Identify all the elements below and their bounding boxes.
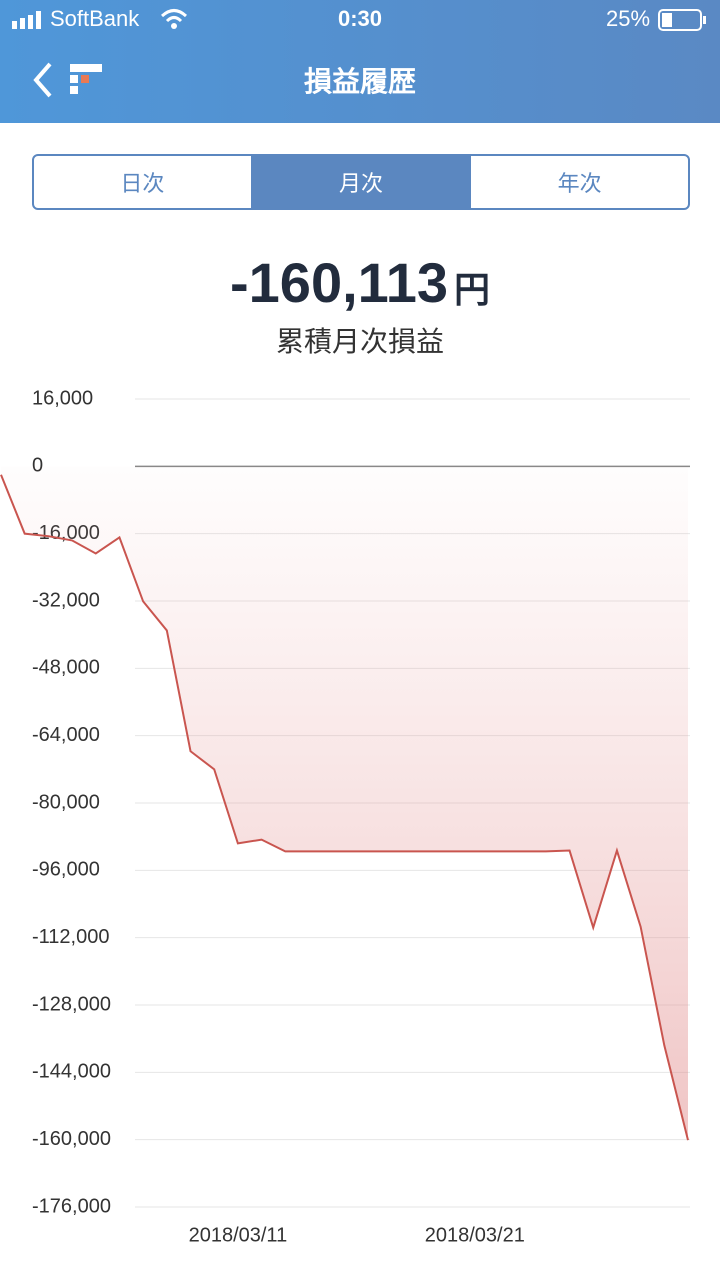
x-tick-label: 2018/03/11: [189, 1224, 288, 1246]
carrier: SoftBank: [50, 6, 140, 31]
signal-icon: [12, 11, 41, 29]
summary: -160,113 円: [0, 250, 720, 315]
y-tick-label: -16,000: [32, 522, 100, 544]
y-tick-label: -80,000: [32, 791, 100, 813]
top-bar: SoftBank 0:30 25% 損益履歴: [0, 0, 720, 123]
y-tick-label: -176,000: [32, 1195, 111, 1217]
battery-icon: [658, 9, 706, 31]
time: 0:30: [337, 6, 383, 31]
y-tick-label: -64,000: [32, 724, 100, 746]
y-tick-label: 16,000: [32, 387, 93, 409]
y-tick-label: -144,000: [32, 1061, 111, 1083]
tabs: 日次 月次 年次: [32, 154, 690, 210]
y-tick-label: -48,000: [32, 657, 100, 679]
tab[interactable]: 月次: [250, 156, 470, 208]
battery-text: 25%: [606, 6, 651, 31]
line: [0, 474, 689, 1141]
tab[interactable]: 日次: [120, 171, 165, 196]
summary-unit: 円: [453, 269, 490, 310]
y-tick-label: -112,000: [32, 926, 109, 948]
area: [1, 466, 688, 1141]
tab[interactable]: 年次: [469, 156, 688, 208]
summary-value: -160,113: [230, 251, 448, 314]
x-tick-label: 2018/03/21: [425, 1224, 525, 1246]
y-tick-label: -32,000: [32, 589, 100, 611]
back-button[interactable]: [30, 60, 110, 100]
y-tick-label: 0: [32, 455, 43, 477]
y-tick-label: -96,000: [32, 859, 100, 881]
y-tick-label: -160,000: [32, 1128, 111, 1150]
header-title: 損益履歴: [303, 66, 416, 97]
wifi-icon: [160, 9, 188, 29]
y-tick-label: -128,000: [32, 993, 111, 1015]
summary-label: 累積月次損益: [275, 326, 444, 357]
